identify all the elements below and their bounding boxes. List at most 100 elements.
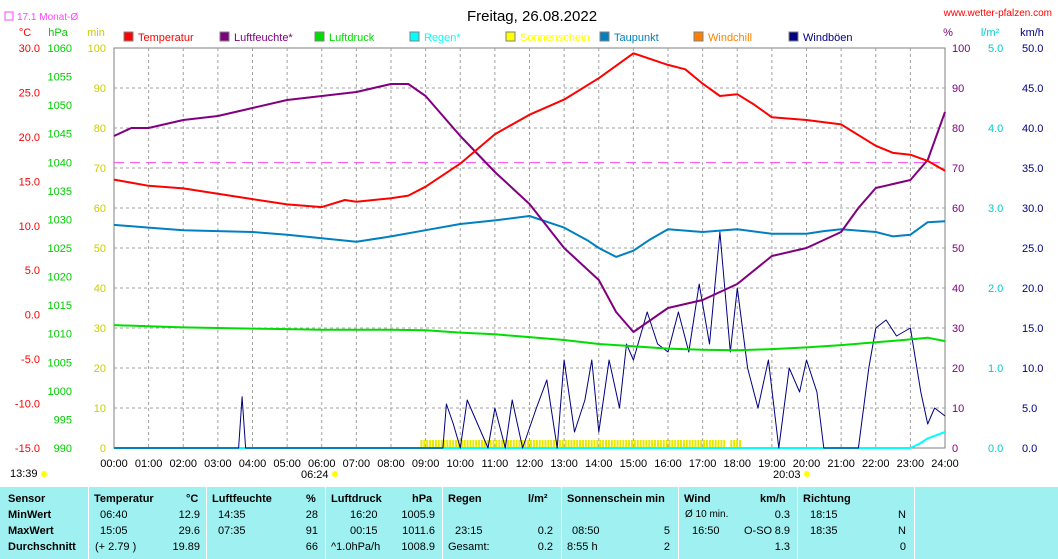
temp-axis-tick: 5.0 <box>25 265 40 277</box>
max-hum: 91 <box>305 525 318 537</box>
legend-swatch <box>123 31 134 42</box>
sunshine-bar <box>420 440 423 448</box>
max-press-time: 00:15 <box>350 525 378 537</box>
header-temp-unit: °C <box>186 493 199 505</box>
sunshine-bar <box>426 440 429 448</box>
x-tick-label: 16:00 <box>654 458 682 470</box>
sunshine-bar <box>703 440 706 448</box>
avg-dir: 0 <box>899 541 906 553</box>
sunshine-bar <box>475 440 478 448</box>
sunshine-bar <box>443 440 446 448</box>
max-wind-time: 16:50 <box>692 525 720 537</box>
sun-axis-tick: 50 <box>94 243 106 255</box>
header-sensor: Sensor <box>8 493 46 505</box>
sunshine-bar <box>437 440 440 448</box>
pressure-line <box>113 324 946 352</box>
sunshine-bar <box>584 440 587 448</box>
max-wind: 8.9 <box>774 525 790 537</box>
humidity-axis-tick: 100 <box>952 43 970 55</box>
row-avg-label: Durchschnitt <box>8 541 76 553</box>
sunshine-bar <box>642 440 645 448</box>
sunshine-bar <box>685 440 688 448</box>
footer-sun-icon <box>41 471 47 477</box>
sunshine-bar <box>662 440 665 448</box>
sunshine-bar <box>688 440 691 448</box>
header-direction: Richtung <box>803 493 851 505</box>
legend-item: Temperatur <box>138 32 194 44</box>
sun-axis-tick: 40 <box>94 283 106 295</box>
sunshine-bar <box>478 440 481 448</box>
sunshine-bar <box>486 440 489 448</box>
chart-title: Freitag, 26.08.2022 <box>467 8 597 25</box>
sunshine-bar <box>544 440 547 448</box>
wind-axis-tick: 50.0 <box>1022 43 1043 55</box>
x-tick-label: 21:00 <box>827 458 855 470</box>
sunshine-bar <box>521 440 524 448</box>
sun-axis-tick: 90 <box>94 83 106 95</box>
avg-sun: 2 <box>663 541 670 553</box>
sunshine-bar <box>630 440 633 448</box>
dewpoint-line <box>113 215 946 258</box>
wind-axis-tick: 0.0 <box>1022 443 1037 455</box>
header-temp: Temperatur <box>94 493 154 505</box>
x-tick-label: 18:00 <box>723 458 751 470</box>
wind-axis-tick: 15.0 <box>1022 323 1043 335</box>
max-sun-time: 08:50 <box>572 525 600 537</box>
legend-item: Windböen <box>803 32 853 44</box>
sunshine-bar <box>481 440 484 448</box>
sunshine-bar <box>576 440 579 448</box>
wind-axis-tick: 45.0 <box>1022 83 1043 95</box>
pressure-axis-tick: 1005 <box>48 357 72 369</box>
wind-axis-tick: 10.0 <box>1022 363 1043 375</box>
sunshine-bar <box>599 440 602 448</box>
sunshine-bar <box>607 440 610 448</box>
humidity-axis-tick: 50 <box>952 243 964 255</box>
min-hum-time: 14:35 <box>218 509 246 521</box>
sunshine-bar <box>509 440 512 448</box>
sun-axis-tick: 70 <box>94 163 106 175</box>
min-wind-label: Ø 10 min. <box>685 509 729 520</box>
humidity-line <box>113 83 946 333</box>
x-tick-label: 09:00 <box>412 458 440 470</box>
x-tick-label: 08:00 <box>377 458 405 470</box>
sunshine-bar <box>498 440 501 448</box>
rain-axis-tick: 3.0 <box>988 203 1003 215</box>
max-dir-time: 18:35 <box>810 525 838 537</box>
humidity-axis-tick: 30 <box>952 323 964 335</box>
x-tick-label: 22:00 <box>862 458 890 470</box>
pressure-axis-tick: 1015 <box>48 300 72 312</box>
avg-press: 1008.9 <box>401 541 435 553</box>
humidity-axis-tick: 90 <box>952 83 964 95</box>
sunshine-bar <box>694 440 697 448</box>
max-hum-time: 07:35 <box>218 525 246 537</box>
sunshine-bar <box>590 440 593 448</box>
humidity-axis-tick: 10 <box>952 403 964 415</box>
sunshine-bar <box>708 440 711 448</box>
row-min-label: MinWert <box>8 509 52 521</box>
x-tick-label: 23:00 <box>897 458 925 470</box>
sunshine-bar <box>469 440 472 448</box>
sunshine-bar <box>483 440 486 448</box>
temp-axis-tick: -15.0 <box>15 443 40 455</box>
sunshine-bar <box>619 440 622 448</box>
header-humidity-unit: % <box>306 493 316 505</box>
sunshine-bar <box>628 440 631 448</box>
sunshine-bar <box>714 440 717 448</box>
pressure-axis-tick: 1045 <box>48 129 72 141</box>
temp-axis-tick: 20.0 <box>19 132 40 144</box>
min-temp: 12.9 <box>178 509 200 521</box>
sunshine-bar <box>587 440 590 448</box>
sunshine-bar <box>431 440 434 448</box>
temp-axis-tick: 0.0 <box>25 310 40 322</box>
footer-time: 13:39 <box>10 468 38 480</box>
rain-axis-tick: 5.0 <box>988 43 1003 55</box>
wind-axis-tick: 35.0 <box>1022 163 1043 175</box>
sunshine-bar <box>446 440 449 448</box>
sunshine-bar <box>501 440 504 448</box>
sunshine-bar <box>570 440 573 448</box>
legend-swatch <box>599 31 610 42</box>
min-wind: 0.3 <box>774 509 790 521</box>
max-temp: 29.6 <box>178 525 200 537</box>
sunshine-bar <box>593 440 596 448</box>
max-wind-dir: O-SO <box>744 525 773 537</box>
